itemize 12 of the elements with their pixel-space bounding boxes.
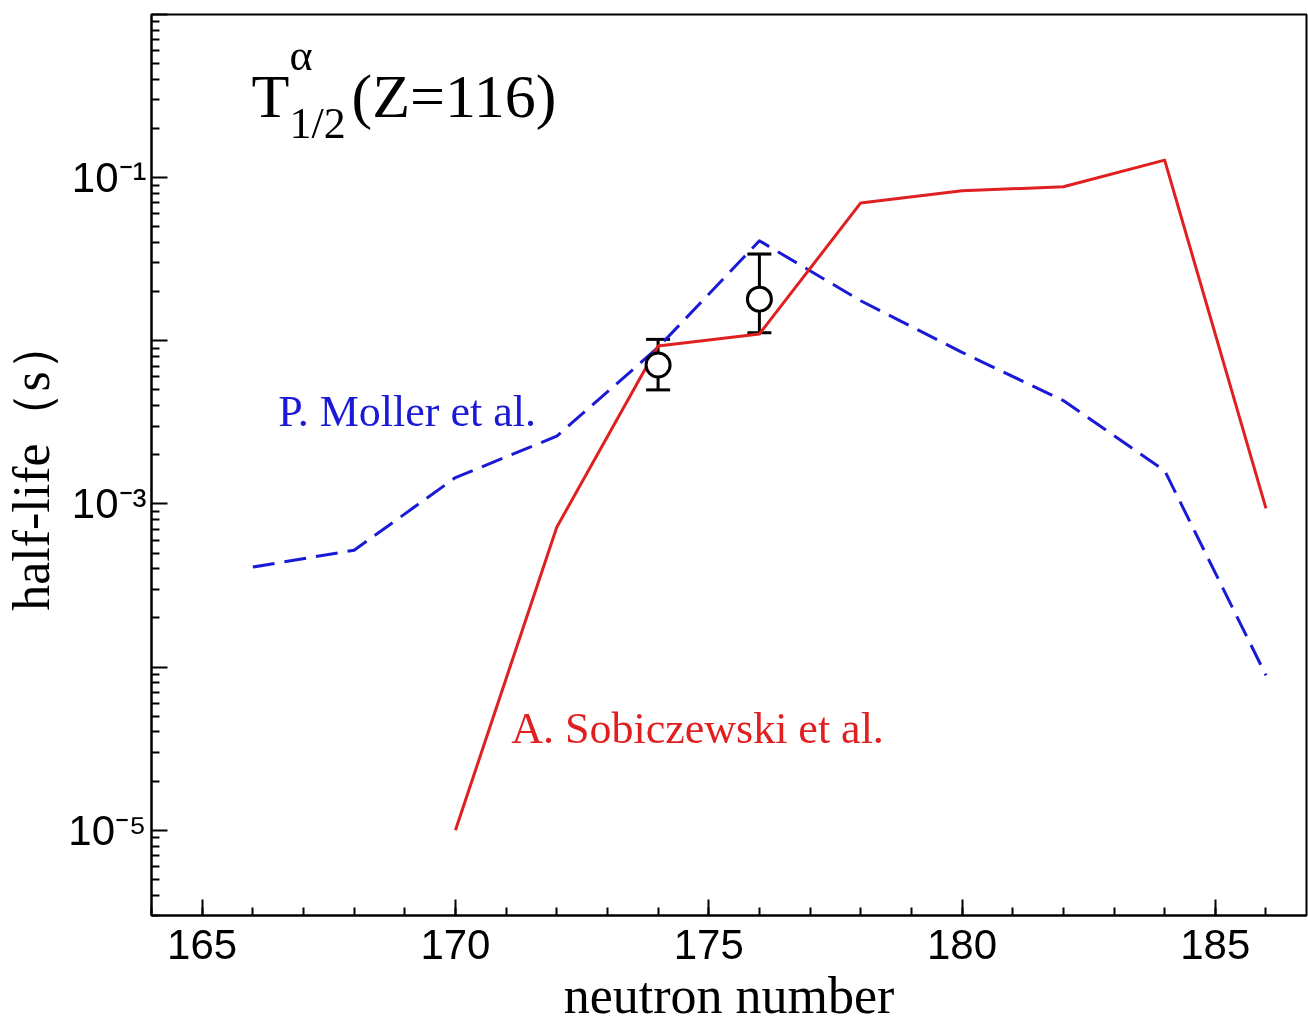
series-label: A. Sobiczewski et al. xyxy=(511,704,884,754)
x-tick-label: 170 xyxy=(420,920,491,968)
series-label: P. Moller et al. xyxy=(278,386,536,436)
x-axis-title: neutron number xyxy=(563,966,895,1024)
y-tick-label: 10⁻¹ xyxy=(71,154,147,202)
y-axis-title: half-life（s） xyxy=(3,319,61,611)
x-tick-label: 180 xyxy=(926,920,998,968)
x-tick-label: 165 xyxy=(167,920,238,968)
y-tick-label: 10⁻⁵ xyxy=(68,806,147,854)
x-tick-label: 185 xyxy=(1180,920,1251,968)
y-tick-label: 10⁻³ xyxy=(71,480,147,528)
x-tick-label: 175 xyxy=(673,920,744,968)
